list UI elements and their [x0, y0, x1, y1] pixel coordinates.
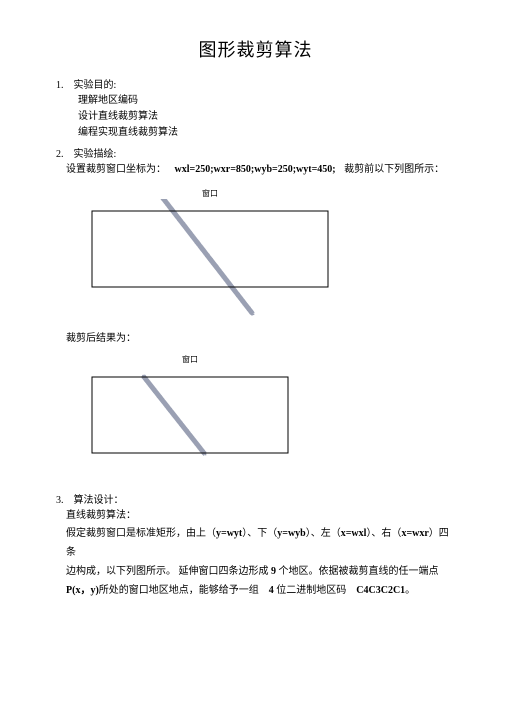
text: 假定裁剪窗口是标准矩形，由上（	[66, 528, 216, 539]
text: 。	[405, 585, 415, 596]
figure-1-label: 窗口	[66, 188, 354, 199]
figure-1	[66, 199, 354, 319]
code-text: y=wyt	[216, 528, 242, 539]
document-page: 图形裁剪算法 1. 实验目的: 理解地区编码 设计直线裁剪算法 编程实现直线裁剪…	[0, 0, 505, 640]
text: ）、左（	[306, 528, 341, 539]
section-3-subhead: 直线裁剪算法：	[66, 508, 455, 524]
figure-1-wrap: 窗口	[66, 188, 455, 319]
setup-prefix: 设置裁剪窗口坐标为：	[66, 164, 166, 175]
setup-suffix: 裁剪前以下列图所示：	[344, 164, 444, 175]
page-title: 图形裁剪算法	[56, 36, 455, 62]
text: ）、下（	[242, 528, 277, 539]
section-1-item: 理解地区编码	[78, 93, 455, 109]
after-caption: 裁剪后结果为：	[66, 329, 455, 344]
code-text: C4C3C2C1	[356, 585, 405, 596]
section-1-head: 1. 实验目的:	[56, 76, 455, 91]
para-line-2: 边构成，以下列图所示。 延伸窗口四条边形成 9 个地区。依据被裁剪直线的任一端点	[66, 562, 455, 581]
code-text: x=wxr	[401, 528, 428, 539]
code-text: x=wxl	[341, 528, 367, 539]
section-1-item: 编程实现直线裁剪算法	[78, 125, 455, 141]
figure-2	[66, 365, 314, 467]
code-text: P(x，y)	[66, 585, 99, 596]
text: ）、右（	[366, 528, 401, 539]
section-1-item: 设计直线裁剪算法	[78, 109, 455, 125]
section-3-head: 3. 算法设计：	[56, 491, 455, 506]
setup-params: wxl=250;wxr=850;wyb=250;wyt=450;	[175, 164, 336, 175]
text: 个地区。依据被裁剪直线的任一端点	[276, 566, 439, 577]
text: 位二进制地区码	[274, 585, 347, 596]
text: 边构成，以下列图所示。 延伸窗口四条边形成	[66, 566, 271, 577]
para-line-3: P(x，y)所处的窗口地区地点，能够给予一组 4 位二进制地区码 C4C3C2C…	[66, 581, 455, 600]
text: 所处的窗口地区地点，能够给予一组	[99, 585, 259, 596]
setup-line: 设置裁剪窗口坐标为： wxl=250;wxr=850;wyb=250;wyt=4…	[66, 162, 455, 178]
section-2-head: 2. 实验描绘:	[56, 145, 455, 160]
figure-2-label: 窗口	[66, 354, 314, 365]
para-line-1: 假定裁剪窗口是标准矩形，由上（y=wyt）、下（y=wyb）、左（x=wxl）、…	[66, 524, 455, 562]
code-text: y=wyb	[277, 528, 305, 539]
figure-2-wrap: 窗口	[66, 354, 455, 467]
